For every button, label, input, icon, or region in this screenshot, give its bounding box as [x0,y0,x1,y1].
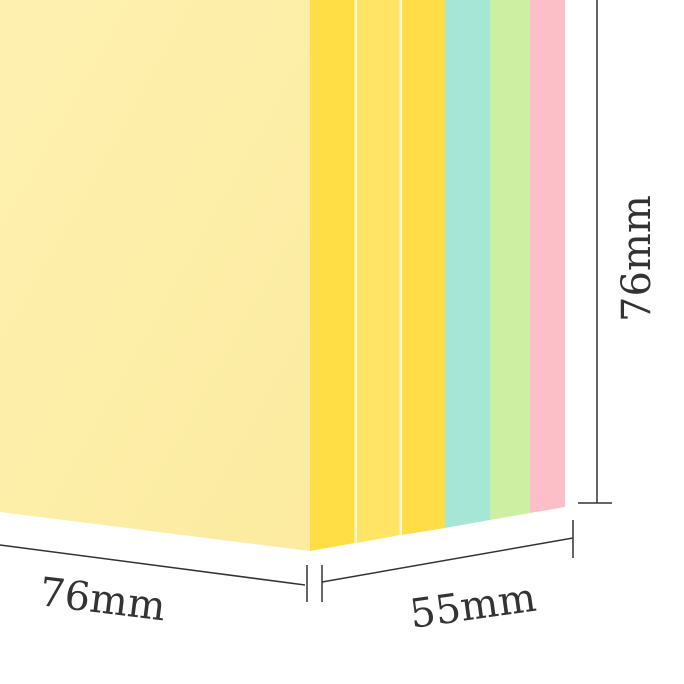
strip-yellow-2 [357,0,400,543]
height-label: 76mm [614,195,660,322]
strip-green [490,0,530,520]
width-label: 76mm [37,569,168,630]
strip-yellow-3 [402,0,445,535]
strip-cyan [445,0,490,528]
strip-yellow-1 [310,0,355,551]
front-face [0,0,310,551]
depth-label: 55mm [407,575,539,638]
dimension-lines [0,0,612,602]
strip-pink [530,0,565,513]
